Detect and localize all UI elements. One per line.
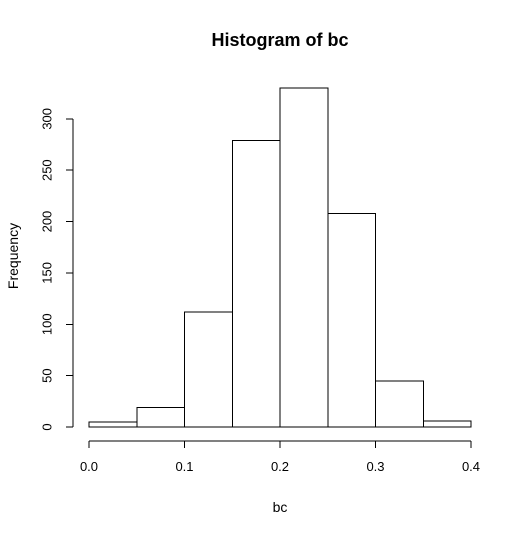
x-tick-label: 0.3 <box>366 459 384 474</box>
y-tick-label: 100 <box>39 313 54 335</box>
y-tick-label: 50 <box>39 368 54 382</box>
histogram-bar <box>136 406 185 428</box>
x-tick-label: 0.2 <box>271 459 289 474</box>
y-tick-label: 200 <box>39 211 54 233</box>
chart-title: Histogram of bc <box>211 30 348 50</box>
y-tick-label: 300 <box>39 108 54 130</box>
bars-group <box>88 87 472 428</box>
histogram-bar <box>375 380 424 428</box>
y-axis: 0 50 100 150 200 250 300 <box>39 108 74 431</box>
x-axis: 0.0 0.1 0.2 0.3 0.4 <box>80 440 480 474</box>
histogram-bar <box>422 420 472 428</box>
y-tick-label: 150 <box>39 262 54 284</box>
y-tick-label: 0 <box>39 423 54 430</box>
y-ticks: 0 50 100 150 200 250 300 <box>39 108 73 431</box>
x-tick-label: 0.0 <box>80 459 98 474</box>
histogram-bar <box>327 212 376 428</box>
y-axis-label: Frequency <box>5 223 21 289</box>
x-tick-label: 0.1 <box>175 459 193 474</box>
histogram-bar <box>231 139 281 428</box>
x-axis-label: bc <box>273 499 288 515</box>
x-tick-label: 0.4 <box>462 459 480 474</box>
histogram-bar <box>88 421 138 428</box>
x-ticks: 0.0 0.1 0.2 0.3 0.4 <box>80 441 480 474</box>
histogram-bar <box>184 311 233 428</box>
histogram-bar <box>279 87 329 428</box>
y-tick-label: 250 <box>39 159 54 181</box>
